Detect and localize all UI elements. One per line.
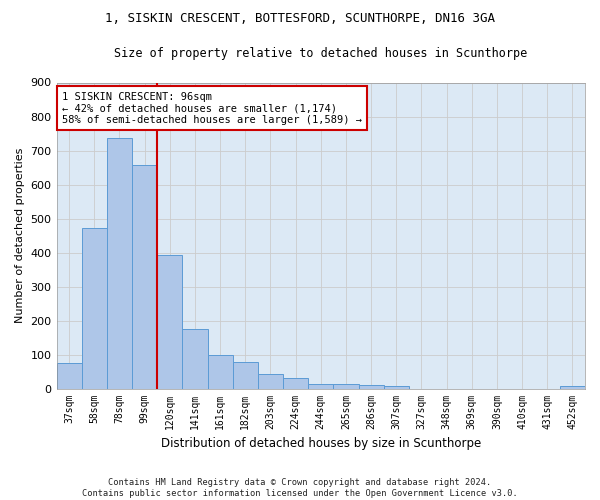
Bar xyxy=(157,255,182,388)
Bar xyxy=(359,385,383,388)
Text: Contains HM Land Registry data © Crown copyright and database right 2024.
Contai: Contains HM Land Registry data © Crown c… xyxy=(82,478,518,498)
Bar xyxy=(560,386,585,388)
Bar xyxy=(56,363,82,388)
Bar xyxy=(334,384,359,388)
Bar xyxy=(283,378,308,388)
Bar xyxy=(383,386,409,388)
Y-axis label: Number of detached properties: Number of detached properties xyxy=(15,148,25,323)
Bar xyxy=(132,165,157,388)
Bar xyxy=(258,374,283,388)
Title: Size of property relative to detached houses in Scunthorpe: Size of property relative to detached ho… xyxy=(114,48,527,60)
X-axis label: Distribution of detached houses by size in Scunthorpe: Distribution of detached houses by size … xyxy=(161,437,481,450)
Text: 1, SISKIN CRESCENT, BOTTESFORD, SCUNTHORPE, DN16 3GA: 1, SISKIN CRESCENT, BOTTESFORD, SCUNTHOR… xyxy=(105,12,495,26)
Bar xyxy=(107,138,132,388)
Bar xyxy=(208,354,233,388)
Bar xyxy=(82,228,107,388)
Bar xyxy=(182,329,208,388)
Bar xyxy=(308,384,334,388)
Text: 1 SISKIN CRESCENT: 96sqm
← 42% of detached houses are smaller (1,174)
58% of sem: 1 SISKIN CRESCENT: 96sqm ← 42% of detach… xyxy=(62,92,362,125)
Bar xyxy=(233,362,258,388)
